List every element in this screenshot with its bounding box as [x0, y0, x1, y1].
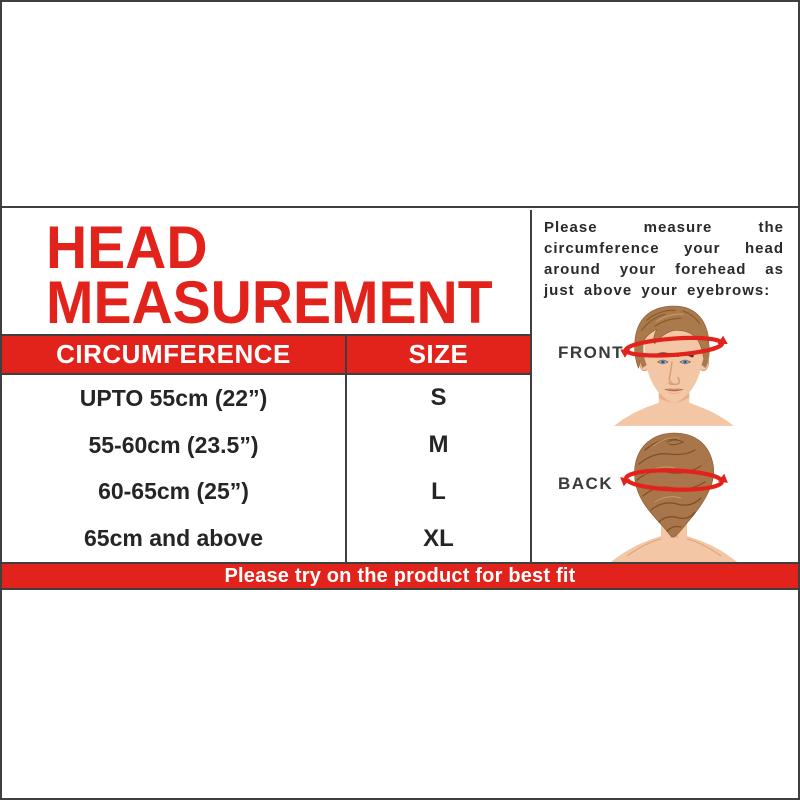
- fit-note-text: Please try on the product for best fit: [224, 564, 576, 587]
- front-head-measure-icon: [614, 305, 734, 426]
- column-header-circumference: CIRCUMFERENCE: [56, 339, 291, 369]
- instructions-text: Please measure the circumference your he…: [544, 219, 784, 299]
- measurement-section: HEAD MEASUREMENT CIRCUMFERENCE SIZE UPTO…: [2, 210, 530, 562]
- back-head-illustration: [607, 430, 741, 562]
- top-spacer: [2, 2, 798, 208]
- back-view-label: BACK: [558, 474, 614, 493]
- table-row: 60-65cm (25”) L: [2, 468, 530, 516]
- size-cell: S: [345, 375, 530, 422]
- circumference-cell: UPTO 55cm (22”): [79, 384, 268, 411]
- size-table-header: CIRCUMFERENCE SIZE: [2, 334, 530, 375]
- front-view-label: FRONT: [558, 343, 625, 362]
- page-title-line1: HEAD: [46, 214, 208, 281]
- back-head-measure-icon: [611, 432, 737, 562]
- column-header-size: SIZE: [345, 336, 530, 373]
- table-row: 55-60cm (23.5”) M: [2, 421, 530, 469]
- page-title-line2: MEASUREMENT: [46, 269, 493, 336]
- size-cell: L: [345, 468, 530, 516]
- table-row: UPTO 55cm (22”) S: [2, 375, 530, 422]
- page-title: HEAD MEASUREMENT: [46, 214, 493, 336]
- circumference-cell: 60-65cm (25”): [98, 478, 249, 505]
- circumference-cell: 65cm and above: [84, 525, 263, 552]
- size-cell: M: [345, 421, 530, 469]
- front-head-illustration: [608, 304, 740, 426]
- measuring-instructions-panel: Please measure the circumference your he…: [530, 210, 798, 562]
- fit-note-ribbon: Please try on the product for best fit: [2, 562, 798, 590]
- table-row: 65cm and above XL: [2, 515, 530, 562]
- size-cell: XL: [345, 515, 530, 562]
- size-table-body: UPTO 55cm (22”) S 55-60cm (23.5”) M 60-6…: [2, 375, 530, 562]
- circumference-cell: 55-60cm (23.5”): [88, 431, 259, 458]
